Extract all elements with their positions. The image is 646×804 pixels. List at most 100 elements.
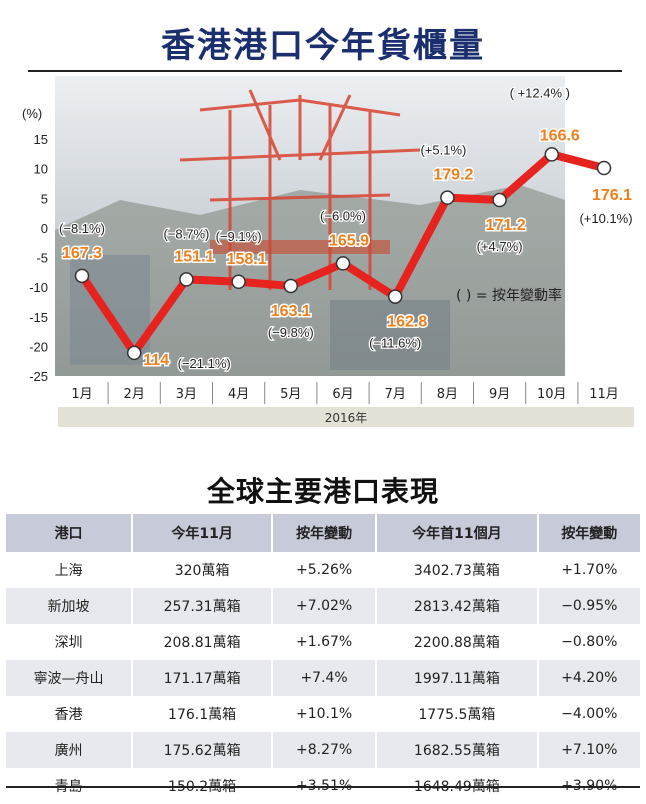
x-tick-label: 3月	[176, 387, 197, 402]
volume-label: 167.3	[62, 245, 102, 262]
data-point	[335, 256, 351, 271]
data-point	[440, 190, 455, 205]
cell-ytd: 3402.73萬箱	[376, 552, 539, 588]
cell-nov-change: +5.26%	[272, 552, 378, 588]
volume-label: 158.1	[227, 251, 267, 268]
pct-change-label: (+10.1%)	[579, 211, 632, 226]
header-nov-change: 按年變動	[272, 514, 378, 552]
cell-nov: 176.1萬箱	[132, 696, 274, 732]
x-tick-label: 11月	[589, 387, 619, 402]
cell-nov-change: +8.27%	[272, 732, 378, 768]
header-ytd: 今年首11個月	[376, 514, 539, 552]
cell-ytd: 1682.55萬箱	[376, 732, 539, 768]
table-bottom-rule	[6, 786, 640, 788]
data-point	[74, 268, 90, 284]
y-tick-label: -5	[36, 251, 48, 266]
header-nov: 今年11月	[132, 514, 274, 552]
volume-label: 151.1	[174, 248, 214, 265]
year-band	[58, 407, 634, 427]
data-point	[231, 274, 246, 290]
y-tick-label: 10	[34, 162, 48, 177]
table-row: 香港 176.1萬箱 +10.1% 1775.5萬箱 −4.00%	[6, 696, 640, 732]
chart-title: 香港港口今年貨櫃量	[161, 26, 485, 66]
data-point	[492, 192, 507, 208]
table-row: 上海 320萬箱 +5.26% 3402.73萬箱 +1.70%	[6, 552, 640, 588]
x-tick-label: 9月	[489, 387, 510, 402]
x-tick-label: 8月	[437, 387, 458, 402]
cell-nov: 175.62萬箱	[132, 732, 274, 768]
series-line	[74, 147, 612, 361]
x-tick-label: 5月	[280, 387, 301, 402]
cell-nov-change: +1.67%	[272, 624, 378, 660]
volume-label: 171.2	[486, 217, 526, 234]
table-row: 新加坡 257.31萬箱 +7.02% 2813.42萬箱 −0.95%	[6, 588, 640, 624]
cell-ytd-change: +4.20%	[537, 660, 640, 696]
legend-note-text: ( ) = 按年變動率	[456, 287, 562, 304]
volume-label: 163.1	[271, 303, 311, 320]
data-point	[126, 345, 142, 361]
pct-change-label: ( +12.4% )	[510, 85, 570, 100]
volume-label: 176.1	[592, 187, 632, 204]
cell-ytd: 1775.5萬箱	[376, 696, 539, 732]
cell-ytd-change: −0.80%	[537, 624, 640, 660]
table-row: 深圳 208.81萬箱 +1.67% 2200.88萬箱 −0.80%	[6, 624, 640, 660]
cell-nov: 171.17萬箱	[132, 660, 274, 696]
ports-table: 港口 今年11月 按年變動 今年首11個月 按年變動 上海 320萬箱 +5.2…	[6, 514, 640, 804]
data-point	[179, 272, 194, 287]
data-point	[544, 147, 560, 162]
cell-ytd-change: +7.10%	[537, 732, 640, 768]
table-title: 全球主要港口表現	[206, 475, 439, 508]
x-tick-label: 1月	[71, 387, 92, 402]
pct-change-label: (−9.8%)	[268, 325, 314, 340]
port-photo-background	[55, 76, 565, 376]
y-tick-label: -20	[29, 339, 48, 354]
cell-port: 新加坡	[6, 588, 134, 624]
y-tick-label: -10	[29, 280, 48, 295]
legend-note: ( ) = 按年變動率	[456, 287, 562, 304]
volume-label: 166.6	[540, 127, 580, 144]
cell-nov: 320萬箱	[132, 552, 274, 588]
x-axis-row	[58, 381, 634, 405]
y-axis-label: (%)	[22, 106, 42, 121]
data-point	[387, 289, 403, 304]
pct-change-label: (−8.7%)	[163, 226, 209, 241]
y-tick-label: -15	[29, 310, 48, 325]
x-tick-label: 7月	[385, 387, 406, 402]
cell-nov-change: +7.02%	[272, 588, 378, 624]
cell-nov: 257.31萬箱	[132, 588, 274, 624]
cell-ytd: 1997.11萬箱	[376, 660, 539, 696]
pct-change-label: (−6.0%)	[320, 208, 366, 223]
y-axis: (%) 15 10 5 0 -5 -10 -15 -20 -25	[22, 106, 48, 384]
x-tick-label: 6月	[332, 387, 353, 402]
pct-change-label: (+4.7%)	[477, 239, 523, 254]
y-tick-label: -25	[29, 369, 48, 384]
y-tick-label: 15	[34, 132, 48, 147]
data-point	[596, 160, 612, 176]
cell-ytd: 2813.42萬箱	[376, 588, 539, 624]
x-group-label: 2016年	[325, 411, 368, 425]
header-ytd-change: 按年變動	[537, 514, 640, 552]
y-tick-label: 0	[41, 221, 48, 236]
table-header-row: 港口 今年11月 按年變動 今年首11個月 按年變動	[6, 514, 640, 552]
cell-port: 上海	[6, 552, 134, 588]
table-row: 廣州 175.62萬箱 +8.27% 1682.55萬箱 +7.10%	[6, 732, 640, 768]
table-row: 寧波—舟山 171.17萬箱 +7.4% 1997.11萬箱 +4.20%	[6, 660, 640, 696]
point-labels: 167.3 (−8.1%) 114 (−21.1%) 151.1 (−8.7%) 158.1…	[58, 84, 634, 372]
title-divider	[28, 70, 622, 72]
pct-change-label: (−8.1%)	[59, 221, 105, 236]
pct-change-label: (+5.1%)	[420, 143, 466, 158]
pct-change-label: (−9.1%)	[216, 229, 262, 244]
cell-ytd-change: +1.70%	[537, 552, 640, 588]
cell-nov-change: +7.4%	[272, 660, 378, 696]
pct-change-label: (−11.6%)	[369, 336, 421, 351]
cell-port: 香港	[6, 696, 134, 732]
x-tick-label: 10月	[537, 387, 567, 402]
cell-ytd-change: −4.00%	[537, 696, 640, 732]
line-chart: (%) 15 10 5 0 -5 -10 -15 -20 -25 1月 2月 3月 4月 5月 6月 7月 8月…	[22, 76, 634, 427]
cell-nov-change: +10.1%	[272, 696, 378, 732]
volume-label: 179.2	[433, 167, 473, 184]
x-tick-label: 2月	[124, 387, 145, 402]
cell-port: 廣州	[6, 732, 134, 768]
cell-nov: 208.81萬箱	[132, 624, 274, 660]
cell-port: 深圳	[6, 624, 134, 660]
